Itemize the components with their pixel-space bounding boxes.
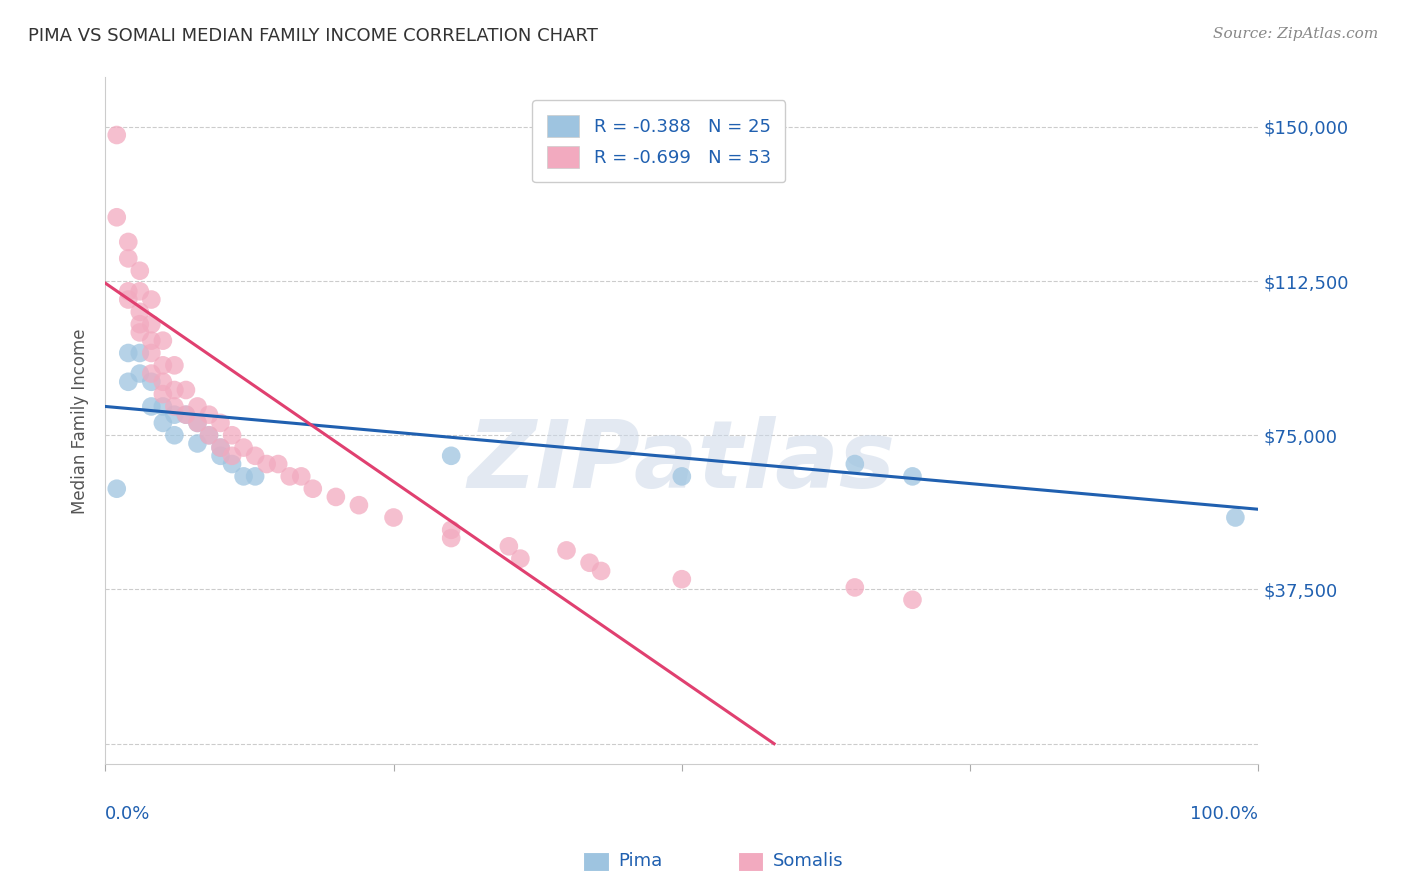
Point [301, 482, 323, 496]
Point [141, 346, 163, 360]
Point [186, 400, 208, 414]
Point [221, 428, 243, 442]
Point [186, 416, 208, 430]
Point [509, 551, 531, 566]
Point [128, 285, 150, 299]
Point [128, 317, 150, 331]
Point [278, 469, 301, 483]
Point [117, 375, 139, 389]
Point [671, 469, 693, 483]
Point [209, 441, 232, 455]
Legend: R = -0.388   N = 25, R = -0.699   N = 53: R = -0.388 N = 25, R = -0.699 N = 53 [533, 100, 785, 182]
Point [221, 449, 243, 463]
Point [209, 449, 232, 463]
Point [117, 235, 139, 249]
Point [267, 457, 290, 471]
Point [174, 408, 197, 422]
Point [578, 556, 600, 570]
Text: ZIPatlas: ZIPatlas [468, 416, 896, 508]
Point [382, 510, 405, 524]
Point [105, 482, 128, 496]
Point [198, 428, 221, 442]
Point [163, 408, 186, 422]
Point [290, 469, 312, 483]
Point [141, 317, 163, 331]
Point [117, 285, 139, 299]
Text: 100.0%: 100.0% [1191, 805, 1258, 823]
Point [152, 334, 174, 348]
Point [243, 449, 266, 463]
Point [128, 326, 150, 340]
Point [117, 252, 139, 266]
Point [141, 400, 163, 414]
Point [186, 416, 208, 430]
Point [163, 383, 186, 397]
Point [117, 293, 139, 307]
Point [152, 359, 174, 373]
Point [128, 367, 150, 381]
Text: Somalis: Somalis [773, 852, 844, 870]
Point [440, 523, 463, 537]
Point [671, 572, 693, 586]
Point [152, 400, 174, 414]
Point [105, 128, 128, 142]
Point [128, 305, 150, 319]
Point [232, 441, 254, 455]
Point [141, 334, 163, 348]
Point [105, 211, 128, 225]
Point [901, 469, 924, 483]
Point [152, 387, 174, 401]
Point [209, 441, 232, 455]
Point [232, 469, 254, 483]
Point [347, 498, 370, 512]
Point [174, 408, 197, 422]
Point [141, 293, 163, 307]
Point [163, 400, 186, 414]
Point [901, 592, 924, 607]
Point [256, 457, 278, 471]
Point [163, 428, 186, 442]
Point [844, 457, 866, 471]
Point [141, 375, 163, 389]
Point [198, 428, 221, 442]
Point [221, 457, 243, 471]
Point [152, 375, 174, 389]
Point [325, 490, 347, 504]
Point [591, 564, 613, 578]
Point [498, 539, 520, 553]
Text: Source: ZipAtlas.com: Source: ZipAtlas.com [1212, 27, 1378, 41]
Point [198, 408, 221, 422]
Point [152, 416, 174, 430]
Point [1225, 510, 1247, 524]
Point [128, 346, 150, 360]
Point [844, 581, 866, 595]
Point [174, 383, 197, 397]
Text: Pima: Pima [619, 852, 662, 870]
Y-axis label: Median Family Income: Median Family Income [72, 328, 89, 514]
Point [555, 543, 578, 558]
Point [128, 264, 150, 278]
Point [440, 449, 463, 463]
Point [186, 436, 208, 450]
Point [209, 416, 232, 430]
Point [243, 469, 266, 483]
Point [440, 531, 463, 545]
Point [163, 359, 186, 373]
Text: PIMA VS SOMALI MEDIAN FAMILY INCOME CORRELATION CHART: PIMA VS SOMALI MEDIAN FAMILY INCOME CORR… [28, 27, 598, 45]
Text: 0.0%: 0.0% [105, 805, 150, 823]
Point [141, 367, 163, 381]
Point [117, 346, 139, 360]
